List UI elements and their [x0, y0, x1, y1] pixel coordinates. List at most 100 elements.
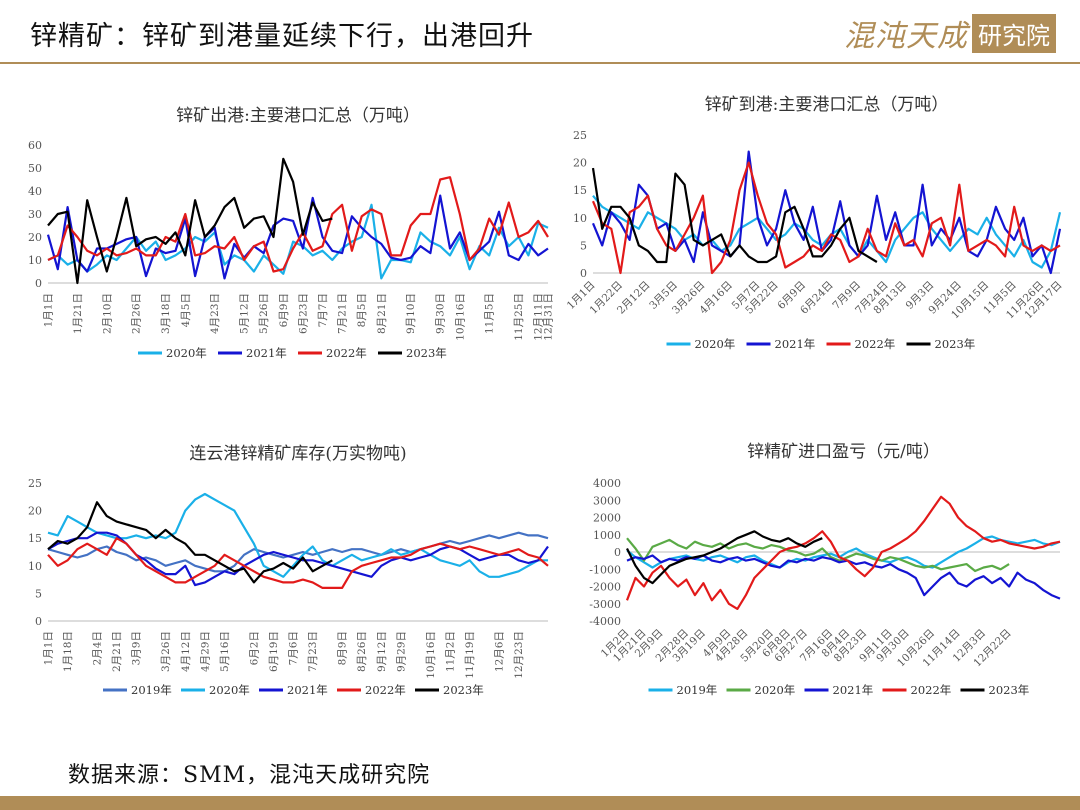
series-line-2023年 — [626, 530, 823, 585]
y-tick-label: 50 — [28, 162, 42, 175]
y-tick-label: 15 — [28, 532, 42, 545]
series-line-2019年 — [626, 535, 1061, 569]
x-tick-label: 4月5日 — [180, 293, 192, 327]
x-tick-label: 6月23日 — [297, 293, 309, 334]
y-tick-label: 5 — [35, 587, 42, 600]
y-tick-label: -4000 — [589, 615, 621, 628]
series-line-2023年 — [47, 501, 333, 584]
legend-label: 2022年 — [365, 683, 406, 697]
y-tick-label: 5 — [580, 239, 587, 252]
y-tick-label: 10 — [28, 560, 42, 573]
x-tick-label: 5月26日 — [258, 293, 270, 334]
legend-label: 2021年 — [287, 683, 328, 697]
x-tick-label: 1月1日 — [43, 631, 55, 665]
y-tick-label: 2000 — [593, 512, 621, 525]
series-line-2021年 — [46, 194, 549, 280]
series-line-2022年 — [47, 537, 549, 589]
legend-label: 2023年 — [935, 337, 976, 351]
chart-title: 锌矿到港:主要港口汇总（万吨） — [705, 95, 949, 115]
x-tick-label: 10月16日 — [425, 631, 437, 679]
y-tick-label: 4000 — [593, 477, 621, 490]
x-tick-label: 11月2日 — [444, 631, 456, 672]
y-tick-label: 25 — [28, 477, 42, 490]
x-tick-label: 8月9日 — [337, 631, 349, 665]
y-tick-label: 25 — [573, 129, 587, 142]
x-tick-label: 1月1日 — [43, 293, 55, 327]
y-tick-label: 30 — [28, 208, 42, 221]
x-tick-label: 9月10日 — [405, 293, 417, 334]
logo: 混沌天成 研究院 — [844, 12, 1056, 54]
y-tick-label: -1000 — [589, 563, 621, 576]
chart-title: 锌精矿进口盈亏（元/吨） — [747, 442, 940, 462]
y-tick-label: 20 — [573, 157, 587, 170]
legend-label: 2020年 — [695, 337, 736, 351]
y-tick-label: -3000 — [589, 598, 621, 611]
x-tick-label: 7月6日 — [288, 631, 300, 665]
y-tick-label: 0 — [580, 267, 587, 280]
legend-label: 2019年 — [677, 683, 718, 697]
y-tick-label: 0 — [35, 615, 42, 628]
x-tick-label: 11月25日 — [513, 293, 525, 341]
y-tick-label: 40 — [28, 185, 42, 198]
x-tick-label: 5月12日 — [239, 293, 251, 334]
y-tick-label: 1000 — [593, 529, 621, 542]
footer-source: 数据来源：SMM，混沌天成研究院 — [68, 763, 431, 788]
x-tick-label: 9月29日 — [395, 631, 407, 672]
x-tick-label: 3月26日 — [160, 631, 172, 672]
series-line-2020年 — [47, 203, 549, 280]
series-line-2021年 — [626, 554, 1061, 600]
series-line-2023年 — [47, 157, 333, 285]
series-line-2019年 — [47, 531, 549, 573]
legend-label: 2022年 — [911, 683, 952, 697]
x-tick-label: 4月29日 — [199, 631, 211, 672]
y-tick-label: 0 — [614, 546, 621, 559]
logo-text-a: 混沌天成 — [844, 19, 968, 54]
series-line-2020年 — [626, 537, 1010, 573]
y-tick-label: 10 — [28, 254, 42, 267]
footer-bar — [0, 796, 1080, 810]
x-tick-label: 8月21日 — [376, 293, 388, 334]
x-tick-label: 9月12日 — [376, 631, 388, 672]
x-tick-label: 2月10日 — [101, 293, 113, 334]
legend-label: 2023年 — [989, 683, 1030, 697]
legend-label: 2022年 — [855, 337, 896, 351]
chart-zinc-port-arrivals: 锌矿到港:主要港口汇总（万吨）05101520251月1日1月22日2月12日3… — [565, 95, 1065, 351]
x-tick-label: 4月12日 — [180, 631, 192, 672]
x-tick-label: 7月23日 — [307, 631, 319, 672]
legend-label: 2020年 — [755, 683, 796, 697]
x-tick-label: 3月9日 — [131, 631, 143, 665]
x-tick-label: 12月6日 — [493, 631, 505, 672]
legend-label: 2021年 — [833, 683, 874, 697]
series-line-2022年 — [47, 176, 549, 273]
legend-label: 2020年 — [166, 346, 207, 360]
y-tick-label: 60 — [28, 139, 42, 152]
x-tick-label: 6月2日 — [248, 631, 260, 665]
legend-label: 2021年 — [246, 346, 287, 360]
series-line-2022年 — [625, 495, 1061, 610]
x-tick-label: 5月16日 — [219, 631, 231, 672]
series-line-2020年 — [47, 492, 548, 578]
x-tick-label: 12月31日 — [543, 293, 555, 341]
x-tick-label: 6月9日 — [278, 293, 290, 327]
x-tick-label: 2月21日 — [111, 631, 123, 672]
series-line-2023年 — [591, 167, 878, 264]
x-tick-label: 12月11日 — [533, 293, 545, 341]
y-tick-label: 20 — [28, 231, 42, 244]
x-tick-label: 10月16日 — [454, 293, 466, 341]
x-tick-label: 12月23日 — [513, 631, 525, 679]
series-line-2021年 — [591, 150, 1062, 275]
x-tick-label: 8月5日 — [356, 293, 368, 327]
header-divider — [0, 62, 1080, 64]
chart-lianyungang-inventory: 连云港锌精矿库存(万实物吨) 0 5 10 15 20 25 1月1日 1月18日 2月4日 2月2… — [28, 444, 549, 697]
legend-label: 2020年 — [209, 683, 250, 697]
chart-zinc-port-outbound: 锌矿出港:主要港口汇总（万吨） 0 10 20 30 40 50 60 1月1日 1月21日 2月1… — [28, 106, 555, 360]
x-tick-label: 1月21日 — [72, 293, 84, 334]
y-tick-label: 3000 — [593, 494, 621, 507]
x-tick-label: 11月5日 — [484, 293, 496, 334]
x-tick-label: 3月18日 — [160, 293, 172, 334]
x-tick-label: 8月26日 — [356, 631, 368, 672]
legend-label: 2022年 — [326, 346, 367, 360]
y-tick-label: 15 — [573, 184, 587, 197]
series-line-2022年 — [591, 161, 1061, 275]
x-tick-label: 4月23日 — [209, 293, 221, 334]
